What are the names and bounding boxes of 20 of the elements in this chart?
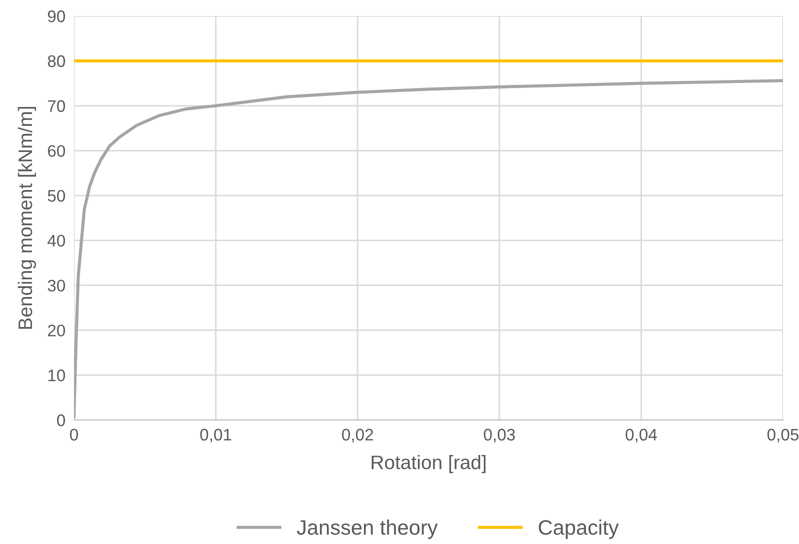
y-tick-label: 20	[48, 324, 66, 336]
x-tick-label: 0,05	[767, 428, 799, 443]
y-axis-title: Bending moment [kNm/m]	[18, 106, 36, 329]
y-tick-label: 30	[48, 280, 66, 292]
y-tick-label: 40	[48, 234, 66, 247]
x-tick-label: 0,02	[342, 428, 373, 443]
x-tick-label: 0,03	[484, 428, 515, 443]
y-tick-label: 90	[48, 10, 66, 22]
x-tick-label: 0	[70, 428, 78, 441]
x-axis-title: Rotation [rad]	[372, 454, 486, 474]
y-tick-label: 70	[48, 100, 66, 112]
y-tick-label: 50	[48, 190, 66, 202]
y-tick-label: 0	[57, 414, 66, 426]
y-tick-label: 80	[48, 55, 66, 68]
x-tick-label: 0,04	[626, 428, 657, 443]
x-tick-label: 0,01	[200, 428, 232, 443]
y-tick-label: 10	[48, 370, 66, 382]
legend-label: Janssen theory	[296, 520, 438, 539]
legend-label: Capacity	[538, 520, 619, 539]
y-tick-label: 60	[48, 145, 66, 157]
